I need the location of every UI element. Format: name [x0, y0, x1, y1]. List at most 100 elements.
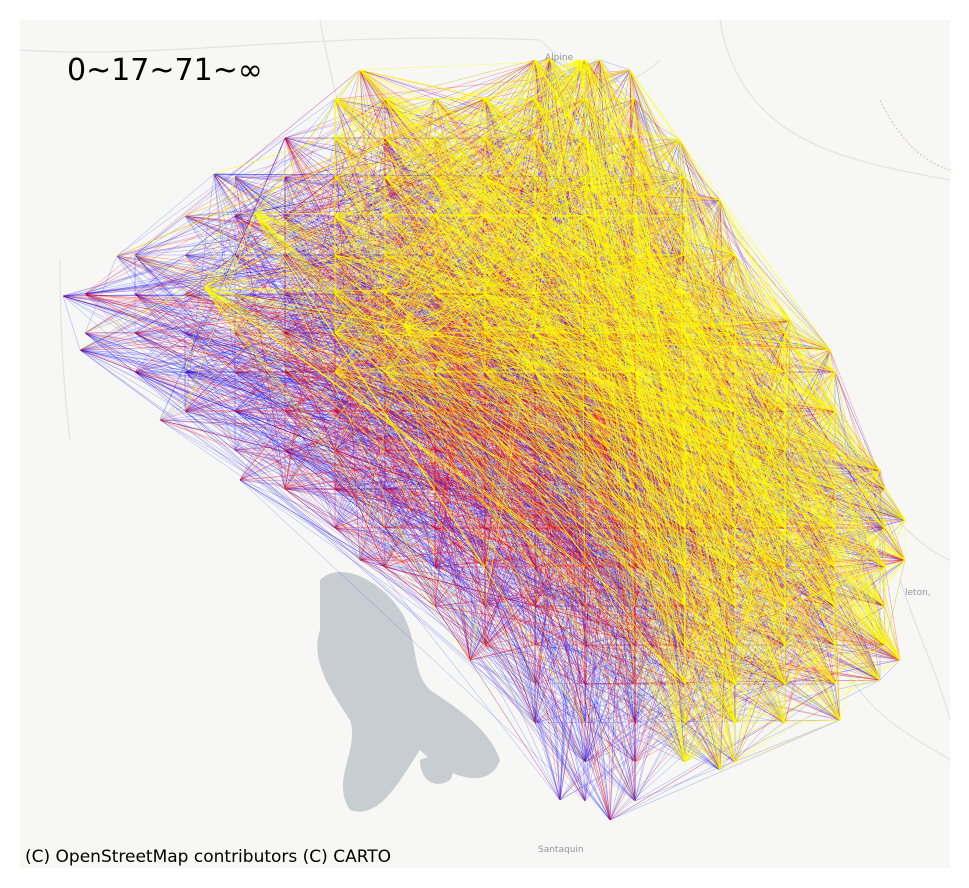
- flow-line: [284, 332, 336, 373]
- flow-line: [784, 332, 881, 471]
- flow-line: [184, 215, 286, 256]
- flow-line: [184, 371, 336, 412]
- place-label-leton: leton,: [905, 588, 931, 598]
- flow-line: [134, 371, 636, 607]
- flow-lines-high: [79, 57, 906, 802]
- flow-line: [469, 410, 736, 661]
- flow-line: [434, 449, 901, 661]
- flow-map-svg[interactable]: Alpine Santaquin leton,: [20, 20, 950, 868]
- flow-line: [534, 566, 586, 685]
- flow-line: [469, 659, 586, 724]
- flow-line: [584, 683, 636, 724]
- flow-line: [334, 69, 631, 178]
- flow-line: [234, 254, 486, 529]
- flow-line: [234, 410, 586, 685]
- flow-line: [634, 644, 686, 685]
- flow-line: [134, 293, 736, 646]
- flow-line: [184, 371, 336, 451]
- flow-line: [434, 527, 586, 568]
- flow-line: [159, 254, 236, 421]
- flow-line: [559, 644, 836, 801]
- flow-line: [359, 559, 486, 646]
- flow-line: [484, 605, 636, 685]
- flow-line: [334, 332, 636, 685]
- flow-line: [284, 293, 486, 490]
- flow-line: [434, 566, 836, 607]
- flow-line: [334, 371, 841, 721]
- flow-line: [116, 98, 336, 257]
- flow-line: [234, 215, 586, 802]
- flow-line: [79, 254, 286, 351]
- flow-line: [534, 57, 551, 568]
- flow-line: [884, 559, 906, 646]
- flow-line: [469, 644, 536, 661]
- flow-line: [384, 527, 536, 568]
- flow-line: [634, 319, 791, 685]
- flow-line: [284, 215, 436, 607]
- flow-line: [434, 605, 561, 801]
- flow-line: [359, 527, 486, 561]
- flow-line: [234, 410, 386, 451]
- flow-line: [234, 410, 636, 646]
- flow-line: [284, 449, 486, 646]
- flow-line: [484, 566, 686, 607]
- flow-line: [534, 488, 636, 685]
- flow-line: [79, 349, 636, 763]
- flow-line: [719, 683, 836, 771]
- flow-line: [834, 679, 881, 685]
- flow-line: [434, 371, 906, 521]
- flow-line: [284, 488, 486, 529]
- flow-line: [584, 644, 636, 724]
- flow-line: [334, 488, 486, 607]
- map-canvas[interactable]: Alpine Santaquin leton, 0~17~71~∞ (C) Op…: [20, 20, 950, 868]
- flow-line: [234, 410, 736, 685]
- flow-line: [159, 419, 436, 490]
- flow-line: [469, 527, 586, 661]
- flow-line: [484, 527, 536, 568]
- flow-line: [184, 254, 336, 451]
- flow-line: [284, 254, 831, 351]
- flow-line: [334, 69, 361, 139]
- flow-line: [334, 449, 436, 490]
- flow-line: [62, 215, 336, 297]
- flow-line: [334, 215, 436, 568]
- flow-line: [384, 449, 486, 568]
- flow-line: [234, 293, 386, 568]
- flow-line: [79, 215, 336, 351]
- flow-line: [184, 293, 236, 373]
- flow-line: [484, 293, 791, 321]
- flow-line: [239, 479, 586, 802]
- flow-line: [359, 69, 436, 178]
- flow-line: [334, 488, 536, 568]
- flow-line: [484, 139, 681, 607]
- flow-line: [584, 527, 636, 802]
- flow-line: [284, 449, 586, 607]
- flow-line: [234, 69, 631, 373]
- flow-line: [534, 319, 791, 568]
- flow-line: [584, 683, 686, 724]
- flow-line: [334, 69, 361, 100]
- flow-line: [234, 176, 586, 763]
- flow-line: [234, 371, 536, 412]
- flow-line: [784, 559, 906, 685]
- flow-line: [284, 332, 536, 685]
- flow-line: [434, 527, 586, 802]
- flow-line: [234, 410, 736, 763]
- flow-line: [359, 559, 536, 607]
- flow-line: [584, 683, 636, 763]
- flow-line: [234, 410, 536, 529]
- flow-line: [134, 254, 386, 568]
- flow-line: [784, 719, 841, 724]
- flow-line: [434, 449, 536, 568]
- flow-line: [116, 255, 786, 724]
- flow-line: [284, 332, 636, 763]
- flow-line: [134, 371, 236, 412]
- flow-line: [384, 449, 486, 568]
- flow-line: [684, 469, 881, 490]
- flow-line: [116, 255, 686, 373]
- flow-line: [434, 566, 586, 607]
- flow-line: [334, 449, 486, 568]
- flow-line: [434, 527, 636, 646]
- flow-line: [234, 410, 486, 607]
- flow-line: [284, 488, 536, 646]
